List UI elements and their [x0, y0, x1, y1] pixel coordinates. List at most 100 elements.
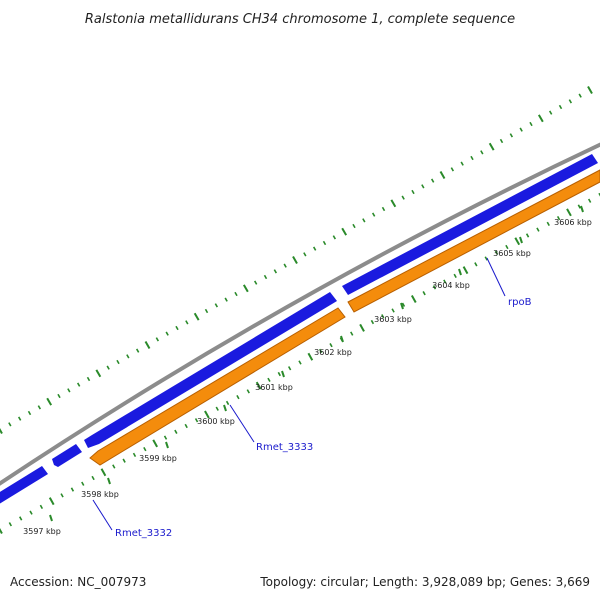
gc-tick: [46, 397, 53, 406]
gc-tick: [556, 215, 561, 221]
gc-tick: [488, 142, 495, 151]
gc-tick: [453, 273, 457, 278]
gc-tick: [537, 114, 544, 123]
gc-tick: [165, 331, 169, 336]
gc-tick: [184, 423, 188, 429]
gc-tick: [215, 406, 219, 411]
gc-tick: [558, 104, 563, 110]
kbp-tick-mark: [400, 302, 404, 310]
kbp-tick-label: 3600 kbp: [197, 417, 235, 426]
gc-tick: [122, 458, 126, 463]
gc-tick: [401, 195, 405, 200]
gc-tick: [480, 150, 484, 155]
gc-tick: [234, 291, 238, 297]
coordinate-ticks: 3597 kbp 3598 kbp 3599 kbp 3600 kbp 3601 kbp…: [23, 205, 592, 536]
gc-tick: [546, 221, 550, 227]
gc-tick: [214, 303, 219, 308]
gene-label-leader: [486, 257, 506, 297]
gc-tick: [371, 212, 376, 217]
gc-tick: [298, 360, 302, 365]
gene-arrow-rmet-3333[interactable]: [89, 307, 346, 466]
gene-arrow-forward-long[interactable]: [342, 154, 598, 295]
gc-tick: [390, 199, 397, 208]
gc-tick: [253, 280, 258, 285]
gc-tick: [204, 308, 209, 314]
gene-arrow-rmet-3332[interactable]: [84, 292, 337, 448]
gc-tick: [70, 487, 75, 492]
gc-tick: [100, 468, 107, 477]
gene-arrow-rpob[interactable]: [347, 169, 600, 313]
gc-tick: [519, 127, 523, 132]
gc-tick: [432, 285, 437, 290]
kbp-tick-label: 3604 kbp: [432, 281, 470, 290]
gc-tick: [106, 365, 110, 370]
gc-tick: [135, 348, 140, 353]
gc-tick: [76, 382, 81, 387]
gc-tick: [352, 223, 356, 229]
gc-tick: [411, 189, 415, 195]
gc-tick: [39, 504, 44, 510]
kbp-tick-label: 3601 kbp: [255, 383, 293, 392]
gc-tick: [175, 325, 179, 331]
kbp-tick-label: 3597 kbp: [23, 527, 61, 536]
gc-tick: [598, 192, 600, 197]
gc-tick: [8, 422, 12, 427]
gc-tick: [470, 155, 474, 161]
gc-tick: [359, 323, 365, 332]
gene-label-leader: [229, 404, 255, 443]
kbp-tick-label: 3602 kbp: [314, 348, 352, 357]
gc-tick: [60, 493, 64, 498]
gc-tick: [174, 429, 178, 434]
chromosome-backbone: [0, 142, 600, 486]
gc-tick: [263, 274, 268, 280]
gc-tick: [255, 381, 262, 390]
gc-tick: [112, 464, 116, 469]
gc-tick: [126, 354, 130, 359]
gc-tick: [329, 343, 333, 348]
gc-tick: [548, 110, 553, 115]
gc-tick: [450, 167, 455, 172]
kbp-tick-label: 3598 kbp: [81, 490, 119, 499]
gc-tick: [341, 227, 348, 236]
gc-tick: [362, 218, 366, 223]
gc-tick: [194, 418, 199, 423]
gc-tick: [460, 161, 464, 166]
gc-tick: [224, 297, 228, 302]
gene-arrow-rmet-3332-left[interactable]: [0, 466, 48, 506]
gc-tick: [525, 233, 530, 238]
gc-tick: [391, 308, 395, 313]
kbp-tick-mark: [49, 514, 53, 522]
kbp-tick-mark: [165, 441, 169, 449]
gc-tick: [57, 393, 61, 399]
gc-tick: [322, 240, 327, 246]
gc-tick: [17, 416, 22, 421]
gc-tick: [287, 366, 292, 371]
gc-tick: [430, 178, 435, 183]
kbp-tick-mark: [107, 477, 111, 485]
gc-tick: [242, 284, 249, 293]
gene-label-leader: [92, 499, 113, 531]
kbp-tick-label: 3599 kbp: [139, 454, 177, 463]
gc-tick: [193, 312, 200, 321]
gc-tick: [267, 377, 271, 382]
gc-tick: [95, 369, 102, 378]
kbp-tick-label: 3603 kbp: [374, 315, 412, 324]
gc-tick: [116, 359, 120, 365]
gc-tick: [462, 266, 469, 275]
gc-tick: [283, 263, 287, 268]
gc-content-inner-ticks: [0, 192, 600, 534]
gc-tick: [566, 208, 572, 217]
gene-label-rpob[interactable]: rpoB: [508, 297, 532, 308]
gc-tick: [514, 237, 521, 246]
gc-tick: [381, 314, 385, 319]
gc-tick: [225, 400, 230, 406]
gene-arrow-small[interactable]: [52, 444, 82, 467]
gc-tick: [401, 302, 406, 307]
kbp-tick-mark: [519, 236, 523, 244]
gene-label-rmet-3333[interactable]: Rmet_3333: [256, 442, 313, 453]
gc-tick: [505, 244, 509, 250]
gc-tick: [509, 133, 514, 138]
gc-tick: [29, 510, 33, 515]
map-title: Ralstonia metallidurans CH34 chromosome …: [85, 12, 515, 27]
gene-label-rmet-3332[interactable]: Rmet_3332: [115, 528, 172, 539]
